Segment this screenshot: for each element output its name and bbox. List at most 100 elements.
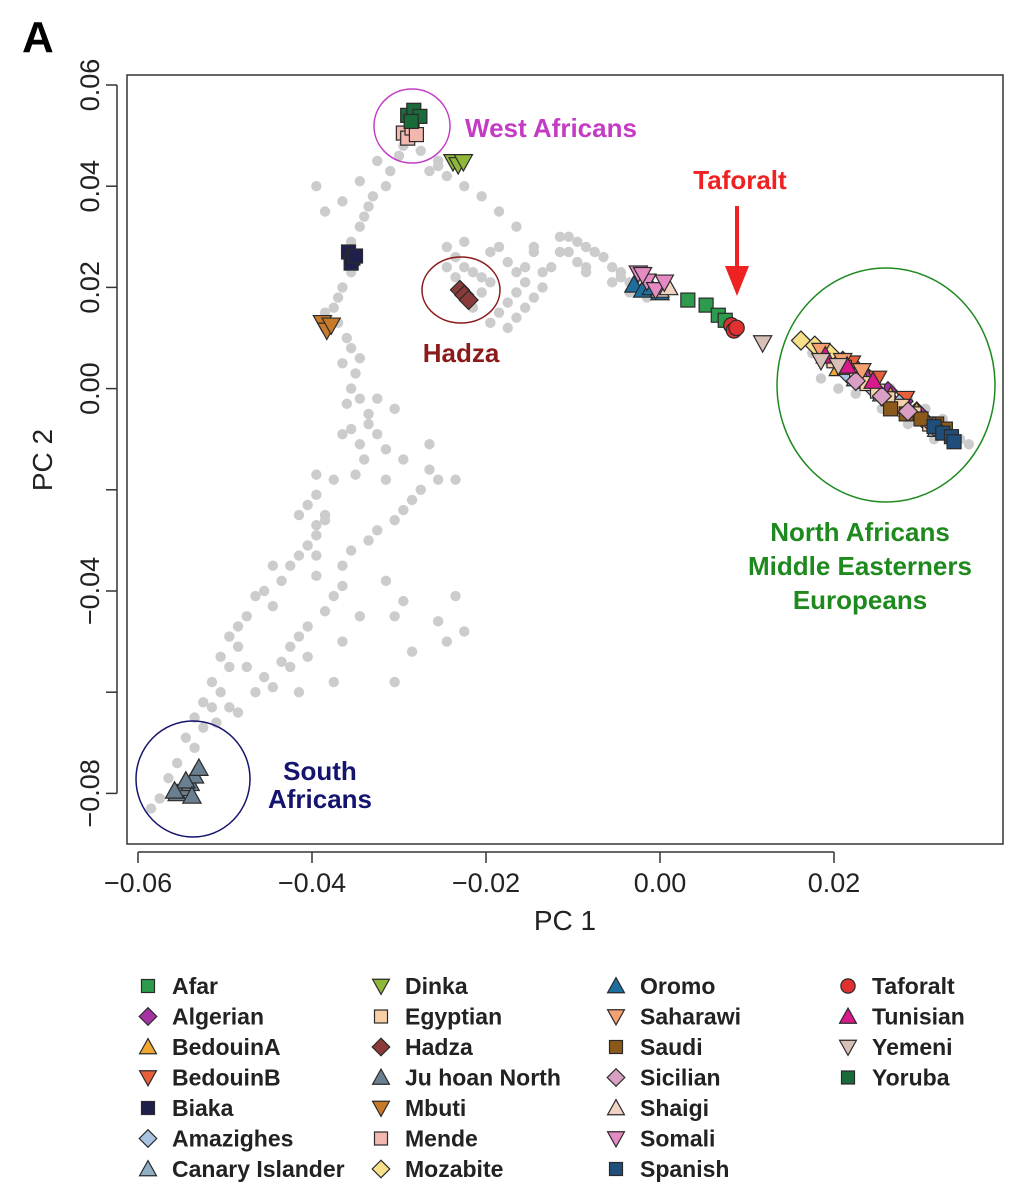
legend-swatch: [606, 1098, 626, 1116]
data-point: [188, 757, 210, 776]
data-point: [828, 357, 849, 377]
legend-item: Afar: [140, 973, 218, 999]
reference-point: [311, 181, 322, 192]
reference-point: [337, 428, 348, 440]
reference-point: [606, 277, 618, 288]
legend-item: Yoruba: [840, 1065, 950, 1091]
legend-swatch: [371, 1037, 391, 1057]
reference-point: [302, 651, 313, 662]
legend-item: Yemeni: [838, 1034, 953, 1060]
x-tick-label: 0.00: [634, 868, 687, 898]
legend-item: BedouinB: [138, 1065, 281, 1091]
cluster-label: South: [283, 756, 357, 786]
legend-label: Ju hoan North: [405, 1065, 561, 1091]
legend: Afar Algerian BedouinA BedouinB Biaka Amazigh…: [138, 973, 965, 1182]
reference-point: [345, 342, 357, 354]
legend-swatch: [608, 1039, 624, 1055]
legend-item: Algerian: [138, 1004, 264, 1030]
reference-point: [528, 246, 540, 258]
reference-point: [502, 322, 513, 334]
legend-item: Somali: [606, 1126, 715, 1152]
x-axis: −0.06 −0.04 −0.02 0.00 0.02: [104, 851, 860, 898]
series-somali: [628, 265, 675, 301]
data-point: [810, 352, 832, 372]
reference-point: [424, 464, 435, 475]
reference-point: [519, 277, 531, 288]
reference-point: [215, 687, 226, 698]
reference-point: [250, 590, 261, 602]
reference-point: [319, 206, 331, 217]
reference-point: [180, 732, 192, 743]
reference-point: [241, 611, 252, 622]
cluster-ring: [135, 720, 251, 838]
reference-point: [415, 484, 426, 495]
reference-point: [372, 393, 383, 404]
cluster-rings: [135, 88, 996, 838]
x-tick-label: −0.06: [104, 868, 172, 898]
legend-label: Yemeni: [872, 1034, 953, 1060]
cluster-label: Hadza: [423, 338, 500, 368]
legend-swatch: [371, 1067, 391, 1085]
reference-point: [502, 297, 513, 308]
reference-point: [293, 687, 305, 698]
reference-point: [606, 261, 618, 273]
taforalt-arrow-head: [725, 266, 749, 296]
legend-swatch: [138, 1159, 158, 1177]
data-point: [164, 780, 185, 799]
reference-point: [963, 439, 975, 450]
legend-item: Mozabite: [371, 1156, 503, 1182]
reference-point: [354, 439, 366, 450]
sample-series: [164, 102, 962, 804]
reference-point: [224, 631, 235, 642]
legend-label: BedouinB: [172, 1065, 281, 1091]
legend-swatch: [371, 1159, 391, 1179]
cluster-label: Taforalt: [693, 165, 787, 195]
data-point: [458, 289, 479, 311]
legend-label: Algerian: [172, 1004, 264, 1030]
data-point: [321, 317, 342, 336]
data-point: [897, 401, 919, 422]
reference-point: [546, 261, 557, 273]
legend-item: Taforalt: [840, 973, 955, 999]
reference-point: [511, 312, 522, 323]
reference-point: [345, 423, 357, 435]
reference-point: [350, 469, 361, 480]
legend-item: Hadza: [371, 1034, 473, 1060]
reference-point: [511, 287, 522, 298]
reference-point: [432, 616, 444, 627]
reference-point: [415, 145, 426, 156]
reference-point: [302, 540, 313, 551]
reference-point: [311, 520, 322, 531]
reference-point: [450, 590, 461, 602]
reference-point: [537, 267, 548, 278]
legend-item: Spanish: [608, 1156, 729, 1182]
reference-point: [337, 560, 348, 571]
reference-point: [215, 651, 226, 662]
data-point: [181, 785, 203, 804]
reference-point: [232, 707, 244, 718]
data-point: [871, 385, 893, 407]
reference-point: [372, 525, 383, 536]
series-yoruba: [400, 102, 428, 130]
reference-point: [258, 671, 270, 683]
reference-point: [154, 793, 165, 804]
reference-point: [441, 261, 453, 273]
reference-point: [511, 221, 522, 232]
reference-point: [485, 277, 496, 288]
reference-point: [563, 246, 574, 258]
legend-item: Biaka: [140, 1095, 234, 1121]
reference-point: [241, 661, 252, 673]
data-point: [863, 370, 884, 389]
y-tick-label: −0.04: [75, 557, 105, 625]
reference-point: [476, 287, 487, 298]
legend-item: Egyptian: [373, 1004, 502, 1030]
reference-point: [554, 231, 566, 242]
legend-label: Taforalt: [872, 973, 955, 999]
legend-swatch: [606, 976, 626, 994]
reference-point: [224, 661, 235, 673]
reference-point: [450, 272, 461, 283]
reference-point: [293, 550, 305, 561]
legend-swatch: [606, 1009, 626, 1027]
reference-point: [476, 191, 487, 202]
data-point: [913, 411, 929, 427]
